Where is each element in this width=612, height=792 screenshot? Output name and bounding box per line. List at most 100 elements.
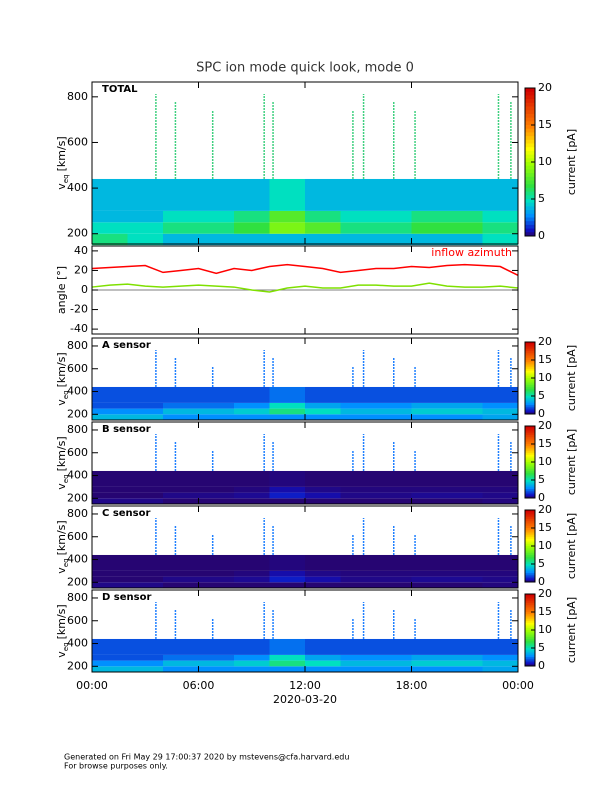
colorbar-step: [525, 224, 535, 230]
spectrogram-cell: [447, 654, 483, 661]
colorbar-step: [525, 492, 535, 495]
colorbar-step: [525, 635, 535, 638]
y-axis-label: veq [km/s]: [55, 136, 70, 189]
spectrogram-cell: [340, 386, 376, 403]
panel-label: TOTAL: [102, 84, 138, 95]
colorbar-step: [525, 345, 535, 348]
colorbar-step: [525, 471, 535, 474]
spectrogram-cell: [340, 470, 376, 487]
colorbar-step: [525, 221, 535, 226]
spectrogram-cell: [234, 554, 270, 571]
y-label-subscript: eq: [62, 558, 70, 567]
colorbar-step: [525, 621, 535, 624]
spectrogram-cell: [234, 233, 270, 246]
spectrogram-cell: [127, 386, 163, 403]
spectrogram-cell: [447, 570, 483, 577]
colorbar-step: [525, 405, 535, 408]
colorbar-step: [525, 91, 535, 96]
spectrogram-cell: [234, 414, 270, 420]
y-label-subscript: eq: [62, 174, 70, 183]
colorbar-step: [525, 199, 535, 204]
colorbar-step: [525, 474, 535, 477]
spectrogram-cell: [340, 570, 376, 577]
spectrogram-cell: [234, 638, 270, 655]
spectrogram-cell: [198, 654, 234, 661]
footer: For browse purposes only.: [64, 762, 168, 771]
spectrogram-cell: [447, 414, 483, 420]
spectrogram-cell: [411, 582, 447, 588]
spectrogram-cell: [163, 666, 199, 672]
spectrogram-cell: [163, 486, 199, 493]
colorbar-step: [525, 349, 535, 352]
colorbar-step: [525, 608, 535, 611]
colorbar-step: [525, 467, 535, 470]
spectrogram-cell: [411, 576, 447, 583]
colorbar-step: [525, 472, 535, 476]
colorbar-tick-label: 15: [538, 118, 552, 131]
spectrogram-cell: [92, 233, 128, 246]
spectrogram-cell: [127, 660, 163, 667]
spectrogram-cell: [269, 638, 305, 655]
spectrogram-cell: [305, 660, 341, 667]
y-label-unit: [km/s]: [55, 520, 68, 555]
colorbar-step: [525, 206, 535, 211]
spectrogram-cell: [376, 222, 412, 234]
colorbar-step: [525, 599, 535, 602]
spectrogram-cell: [269, 470, 305, 487]
colorbar-step: [525, 406, 535, 410]
y-tick-label: 600: [67, 614, 88, 627]
colorbar-step: [525, 478, 535, 481]
spectrogram-cell: [411, 638, 447, 655]
colorbar-step: [525, 595, 535, 599]
spectrogram-cell: [198, 408, 234, 415]
colorbar-tick-label: 0: [538, 407, 545, 420]
colorbar-step: [525, 564, 535, 567]
colorbar-step: [525, 433, 535, 436]
spectrogram-cell: [163, 210, 199, 223]
spectrogram-cell: [234, 582, 270, 588]
spectrogram-cell: [127, 570, 163, 577]
spectrogram-cell: [234, 402, 270, 409]
colorbar-step: [525, 356, 535, 359]
colorbar-step: [525, 658, 535, 662]
spectrogram-cell: [376, 178, 412, 211]
colorbar-step: [525, 535, 535, 538]
spectrogram-cell: [305, 638, 341, 655]
spectrogram-cell: [198, 178, 234, 211]
colorbar-step: [525, 365, 535, 368]
colorbar-step: [525, 519, 535, 522]
y-tick-label: 800: [67, 90, 88, 103]
colorbar-step: [525, 397, 535, 401]
spectrogram-cell: [482, 210, 518, 223]
colorbar-step: [525, 515, 535, 518]
spectrogram-cell: [447, 386, 483, 403]
spectrogram-cell: [376, 233, 412, 246]
colorbar-step: [525, 524, 535, 527]
colorbar-step: [525, 648, 535, 651]
spectrogram-cell: [482, 408, 518, 415]
colorbar-step: [525, 601, 535, 604]
y-tick-label: -20: [70, 303, 88, 316]
colorbar-step: [525, 99, 535, 104]
spectrogram-cell: [447, 402, 483, 409]
y-tick-label: 200: [67, 227, 88, 240]
spectrogram-cell: [482, 666, 518, 672]
spectrogram-cell: [269, 414, 305, 420]
colorbar-step: [525, 644, 535, 647]
spectrogram-cell: [305, 386, 341, 403]
spectrogram-cell: [305, 233, 341, 246]
spectrogram-cell: [92, 638, 128, 655]
y-tick-label: 800: [67, 339, 88, 352]
spectrogram-cell: [92, 414, 128, 420]
colorbar-step: [525, 154, 535, 159]
colorbar-tick-label: 5: [538, 641, 545, 654]
spectrogram-cell: [269, 233, 305, 246]
spectrogram-cell: [92, 582, 128, 588]
y-tick-label: 400: [67, 637, 88, 650]
colorbar-step: [525, 410, 535, 413]
spectrogram-cell: [482, 638, 518, 655]
colorbar-step: [525, 639, 535, 642]
spectrogram-cell: [305, 210, 341, 223]
spectrogram-cell: [163, 233, 199, 246]
